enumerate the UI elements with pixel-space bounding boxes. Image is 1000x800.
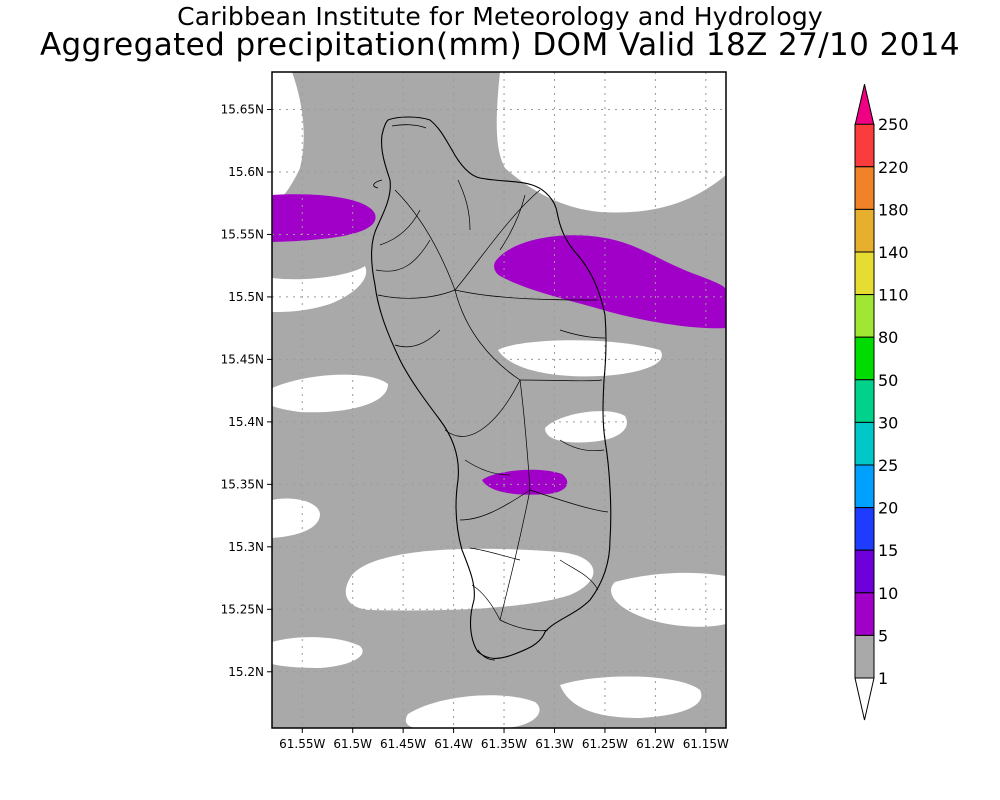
purple-areas-5-10mm bbox=[272, 194, 726, 495]
colorbar-label: 20 bbox=[878, 499, 898, 518]
colorbar-label: 25 bbox=[878, 456, 898, 475]
y-axis: 15.2N 15.25N 15.3N 15.35N 15.4N 15.45N 15.5N 15… bbox=[221, 102, 272, 679]
colorbar-bottom-arrow bbox=[854, 677, 875, 721]
purple-area-west bbox=[272, 194, 376, 242]
colorbar-swatch bbox=[854, 464, 875, 509]
white-area-east-2 bbox=[545, 411, 627, 443]
white-area-west-2 bbox=[272, 374, 388, 413]
y-tick-label: 15.3N bbox=[228, 540, 264, 554]
x-tick-label: 61.25W bbox=[582, 737, 628, 751]
colorbar-swatch bbox=[854, 251, 875, 296]
dominica-coast-inner bbox=[373, 124, 496, 661]
colorbar-swatch bbox=[854, 166, 875, 210]
white-area-south bbox=[345, 548, 594, 611]
map-frame bbox=[271, 71, 727, 729]
y-tick-label: 15.5N bbox=[228, 290, 264, 304]
x-tick-label: 61.5W bbox=[333, 737, 372, 751]
colorbar-swatch bbox=[854, 336, 875, 381]
colorbar-label: 110 bbox=[878, 286, 909, 305]
colorbar-swatch bbox=[854, 421, 875, 466]
purple-area-northeast bbox=[494, 235, 726, 329]
colorbar-label: 140 bbox=[878, 243, 909, 262]
white-area-west-1 bbox=[272, 266, 367, 312]
x-tick-label: 61.45W bbox=[380, 737, 426, 751]
colorbar-label: 15 bbox=[878, 541, 898, 560]
x-axis: 61.55W 61.5W 61.45W 61.4W 61.35W 61.3W 61.25W 6… bbox=[279, 728, 729, 751]
colorbar-label: 1 bbox=[878, 669, 888, 688]
colorbar-swatch bbox=[854, 208, 875, 253]
y-tick-label: 15.35N bbox=[221, 477, 264, 491]
x-tick-label: 61.55W bbox=[279, 737, 325, 751]
white-area-east-1 bbox=[498, 340, 662, 377]
y-tick-label: 15.2N bbox=[228, 665, 264, 679]
white-area-west-3 bbox=[272, 498, 320, 538]
colorbar-label: 80 bbox=[878, 328, 898, 347]
x-tick-label: 61.35W bbox=[481, 737, 527, 751]
colorbar-swatch bbox=[854, 379, 875, 423]
white-area-southwest bbox=[272, 637, 363, 668]
dominica-rivers bbox=[375, 179, 609, 632]
grid-lines bbox=[272, 72, 726, 728]
y-tick-label: 15.45N bbox=[221, 352, 264, 366]
y-tick-label: 15.4N bbox=[228, 415, 264, 429]
white-area-bottom-1 bbox=[405, 695, 540, 728]
dominica-coastline bbox=[371, 116, 612, 659]
colorbar-label: 180 bbox=[878, 200, 909, 219]
white-area-southeast-1 bbox=[611, 572, 726, 627]
colorbar-swatch bbox=[854, 634, 875, 679]
title-line-product: Aggregated precipitation(mm) DOM Valid 1… bbox=[39, 27, 961, 63]
x-tick-label: 61.4W bbox=[434, 737, 473, 751]
purple-area-central bbox=[482, 469, 568, 495]
y-tick-label: 15.25N bbox=[221, 602, 264, 616]
colorbar-swatch bbox=[854, 549, 875, 594]
colorbar-swatch bbox=[854, 507, 875, 551]
white-area-west-north bbox=[272, 72, 304, 208]
colorbar-swatch bbox=[854, 592, 875, 636]
dominica-island bbox=[371, 116, 612, 661]
colorbar-label: 250 bbox=[878, 115, 909, 134]
colorbar-label: 220 bbox=[878, 158, 909, 177]
map-border bbox=[271, 71, 727, 729]
y-tick-label: 15.65N bbox=[221, 102, 264, 116]
colorbar-label: 50 bbox=[878, 371, 898, 390]
colorbar-top-arrow bbox=[854, 84, 875, 126]
colorbar-label: 5 bbox=[878, 626, 888, 645]
white-area-bottom-2 bbox=[560, 676, 702, 718]
title-line-institute: Caribbean Institute for Meteorology and … bbox=[177, 2, 823, 31]
colorbar-label: 10 bbox=[878, 584, 898, 603]
y-tick-label: 15.6N bbox=[228, 165, 264, 179]
colorbar-swatch bbox=[854, 123, 875, 168]
colorbar-swatch bbox=[854, 294, 875, 338]
x-tick-label: 61.15W bbox=[683, 737, 729, 751]
x-tick-label: 61.2W bbox=[636, 737, 675, 751]
y-tick-label: 15.55N bbox=[221, 227, 264, 241]
x-tick-label: 61.3W bbox=[535, 737, 574, 751]
colorbar-label: 30 bbox=[878, 413, 898, 432]
